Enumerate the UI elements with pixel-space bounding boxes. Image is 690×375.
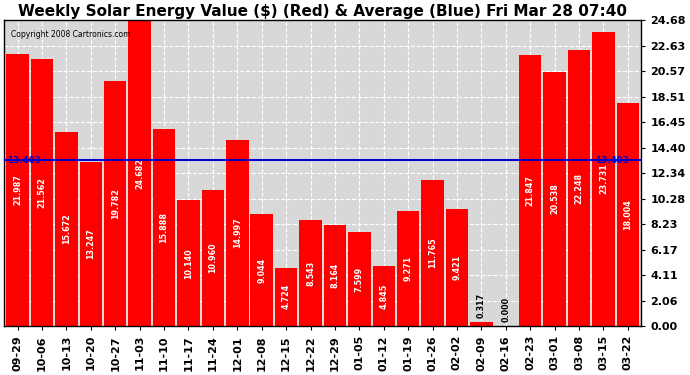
Bar — [250, 214, 273, 326]
Bar — [373, 266, 395, 326]
Text: 21.987: 21.987 — [13, 174, 22, 205]
Bar — [397, 211, 420, 326]
Bar — [617, 103, 639, 326]
Title: Weekly Solar Energy Value ($) (Red) & Average (Blue) Fri Mar 28 07:40: Weekly Solar Energy Value ($) (Red) & Av… — [18, 4, 627, 19]
Text: 4.724: 4.724 — [282, 284, 290, 309]
Bar — [104, 81, 126, 326]
Bar — [201, 190, 224, 326]
Text: 15.672: 15.672 — [62, 214, 71, 244]
Bar — [519, 56, 542, 326]
Bar — [299, 220, 322, 326]
Bar — [177, 201, 199, 326]
Text: 14.997: 14.997 — [233, 218, 241, 249]
Text: 13.247: 13.247 — [86, 229, 95, 260]
Text: 9.044: 9.044 — [257, 258, 266, 283]
Text: 13.403: 13.403 — [595, 156, 629, 165]
Text: 9.271: 9.271 — [404, 256, 413, 281]
Bar — [348, 232, 371, 326]
Bar — [55, 132, 78, 326]
Text: Copyright 2008 Cartronics.com: Copyright 2008 Cartronics.com — [10, 30, 130, 39]
Bar — [79, 162, 102, 326]
Text: 9.421: 9.421 — [453, 255, 462, 280]
Text: 8.164: 8.164 — [331, 263, 339, 288]
Bar — [226, 140, 248, 326]
Text: 24.682: 24.682 — [135, 158, 144, 189]
Text: 8.543: 8.543 — [306, 261, 315, 286]
Text: 20.538: 20.538 — [550, 183, 559, 214]
Text: 0.000: 0.000 — [502, 297, 511, 322]
Bar — [568, 51, 590, 326]
Text: 21.562: 21.562 — [37, 177, 46, 208]
Text: 15.888: 15.888 — [159, 212, 168, 243]
Bar — [544, 72, 566, 326]
Text: 21.847: 21.847 — [526, 175, 535, 206]
Bar — [446, 209, 469, 326]
Bar — [592, 32, 615, 326]
Bar — [324, 225, 346, 326]
Text: 18.004: 18.004 — [623, 199, 632, 230]
Text: 13.403: 13.403 — [8, 156, 41, 165]
Text: 11.765: 11.765 — [428, 238, 437, 268]
Text: 10.960: 10.960 — [208, 243, 217, 273]
Text: 4.845: 4.845 — [380, 284, 388, 309]
Text: 10.140: 10.140 — [184, 248, 193, 279]
Bar — [152, 129, 175, 326]
Bar — [6, 54, 29, 326]
Bar — [275, 267, 297, 326]
Text: 0.317: 0.317 — [477, 293, 486, 318]
Bar — [470, 322, 493, 326]
Text: 22.248: 22.248 — [575, 173, 584, 204]
Bar — [31, 59, 53, 326]
Bar — [128, 20, 151, 326]
Text: 19.782: 19.782 — [110, 188, 120, 219]
Bar — [422, 180, 444, 326]
Text: 7.599: 7.599 — [355, 266, 364, 291]
Text: 23.731: 23.731 — [599, 164, 608, 195]
